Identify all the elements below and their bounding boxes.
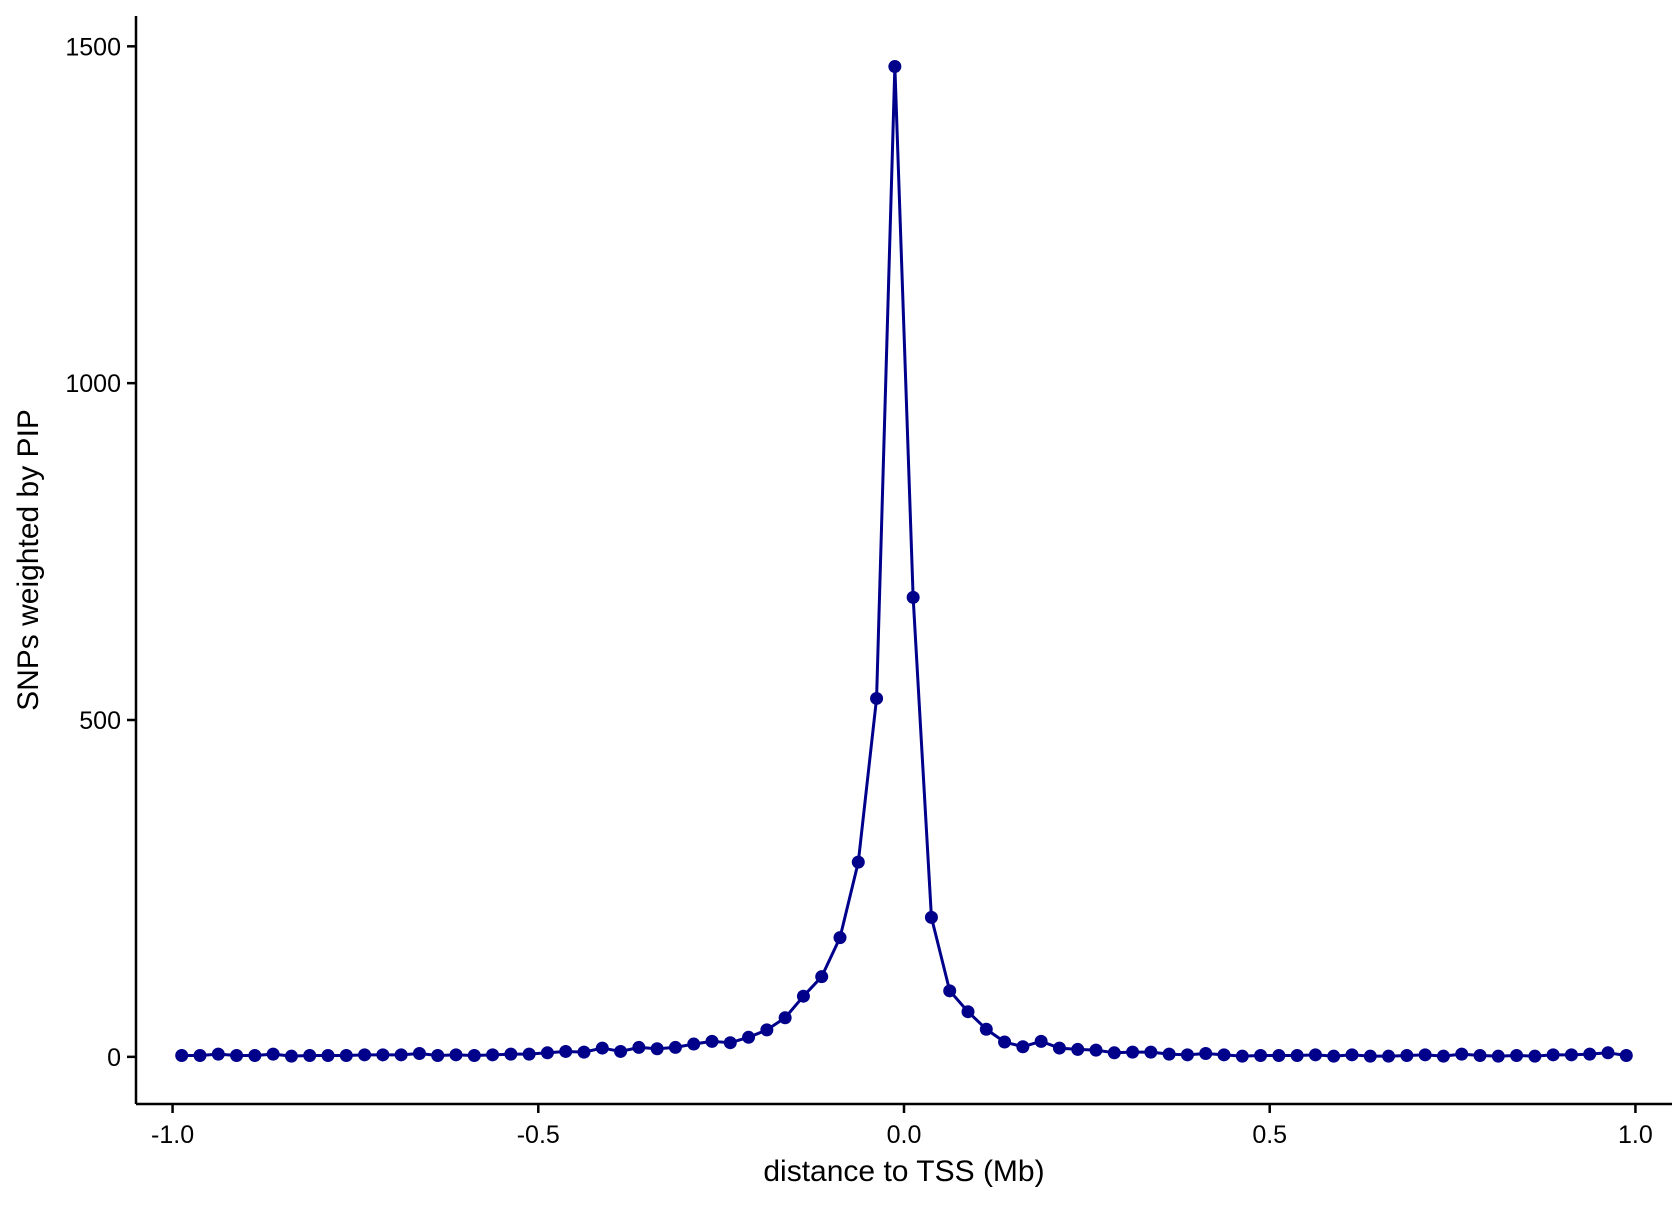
data-point bbox=[1345, 1048, 1359, 1062]
data-point bbox=[796, 989, 810, 1003]
data-point bbox=[1272, 1048, 1286, 1062]
data-point bbox=[650, 1042, 664, 1056]
y-tick-label: 0 bbox=[107, 1044, 121, 1072]
data-point bbox=[1052, 1041, 1066, 1055]
x-tick-label: 1.0 bbox=[1618, 1121, 1653, 1149]
x-tick-label: 0.5 bbox=[1252, 1121, 1287, 1149]
data-point bbox=[504, 1047, 518, 1061]
data-point bbox=[1290, 1048, 1304, 1062]
data-point bbox=[394, 1048, 408, 1062]
data-point bbox=[1144, 1045, 1158, 1059]
data-point bbox=[1034, 1034, 1048, 1048]
data-point bbox=[614, 1044, 628, 1058]
data-point bbox=[742, 1030, 756, 1044]
data-point bbox=[1400, 1048, 1414, 1062]
data-point bbox=[303, 1048, 317, 1062]
data-point bbox=[851, 855, 865, 869]
data-point bbox=[723, 1036, 737, 1050]
data-point bbox=[1217, 1048, 1231, 1062]
data-point bbox=[1528, 1049, 1542, 1063]
data-point bbox=[1162, 1047, 1176, 1061]
data-point bbox=[559, 1044, 573, 1058]
data-point bbox=[486, 1048, 500, 1062]
data-point bbox=[1583, 1047, 1597, 1061]
data-point bbox=[449, 1048, 463, 1062]
data-point bbox=[815, 970, 829, 984]
data-point bbox=[1308, 1048, 1322, 1062]
data-point bbox=[870, 691, 884, 705]
data-point bbox=[998, 1035, 1012, 1049]
data-point bbox=[1254, 1048, 1268, 1062]
data-point bbox=[339, 1048, 353, 1062]
data-point bbox=[1126, 1045, 1140, 1059]
data-point bbox=[522, 1047, 536, 1061]
data-point bbox=[668, 1040, 682, 1054]
data-point bbox=[1564, 1048, 1578, 1062]
data-point bbox=[540, 1046, 554, 1060]
x-tick-label: 0.0 bbox=[887, 1121, 922, 1149]
data-point bbox=[1436, 1049, 1450, 1063]
data-point bbox=[1107, 1046, 1121, 1060]
x-tick-label: -1.0 bbox=[151, 1121, 194, 1149]
data-point bbox=[230, 1048, 244, 1062]
data-point bbox=[1510, 1048, 1524, 1062]
data-point bbox=[211, 1047, 225, 1061]
data-point bbox=[632, 1040, 646, 1054]
data-point bbox=[1619, 1048, 1633, 1062]
data-point bbox=[1601, 1046, 1615, 1060]
data-point bbox=[888, 60, 902, 74]
x-axis-title: distance to TSS (Mb) bbox=[763, 1155, 1044, 1188]
data-point bbox=[1418, 1048, 1432, 1062]
data-point bbox=[1546, 1048, 1560, 1062]
data-point bbox=[1071, 1042, 1085, 1056]
plot-marks bbox=[175, 60, 1633, 1063]
data-point bbox=[1016, 1040, 1030, 1054]
y-axis-title: SNPs weighted by PIP bbox=[12, 409, 45, 711]
data-point bbox=[412, 1046, 426, 1060]
data-point bbox=[778, 1011, 792, 1025]
data-point bbox=[193, 1048, 207, 1062]
x-axis-ticks: -1.0 -0.5 0.0 0.5 1.0 bbox=[151, 1104, 1653, 1149]
data-point bbox=[284, 1049, 298, 1063]
data-point bbox=[577, 1045, 591, 1059]
data-point bbox=[321, 1048, 335, 1062]
data-point bbox=[1473, 1048, 1487, 1062]
data-point bbox=[943, 984, 957, 998]
data-point bbox=[595, 1041, 609, 1055]
y-tick-label: 1000 bbox=[65, 370, 121, 398]
data-point bbox=[979, 1022, 993, 1036]
data-point bbox=[961, 1005, 975, 1019]
data-point bbox=[924, 910, 938, 924]
data-point bbox=[1491, 1049, 1505, 1063]
data-point bbox=[1235, 1049, 1249, 1063]
data-point bbox=[248, 1048, 262, 1062]
data-point bbox=[467, 1048, 481, 1062]
data-point bbox=[175, 1048, 189, 1062]
data-point bbox=[1199, 1046, 1213, 1060]
data-point bbox=[1455, 1047, 1469, 1061]
data-point bbox=[1327, 1049, 1341, 1063]
data-point bbox=[376, 1048, 390, 1062]
data-point bbox=[1363, 1049, 1377, 1063]
data-point bbox=[431, 1048, 445, 1062]
data-point bbox=[760, 1023, 774, 1037]
y-axis-ticks: 0 500 1000 1500 bbox=[65, 33, 136, 1072]
data-point bbox=[266, 1047, 280, 1061]
data-point bbox=[705, 1034, 719, 1048]
series-line bbox=[181, 65, 1627, 1058]
data-point bbox=[906, 590, 920, 604]
x-tick-label: -0.5 bbox=[517, 1121, 560, 1149]
data-point bbox=[833, 931, 847, 945]
data-point bbox=[687, 1037, 701, 1051]
data-point bbox=[1089, 1043, 1103, 1057]
y-tick-label: 1500 bbox=[65, 33, 121, 61]
y-tick-label: 500 bbox=[79, 707, 121, 735]
data-point bbox=[1180, 1048, 1194, 1062]
data-point bbox=[358, 1048, 372, 1062]
data-point bbox=[1382, 1049, 1396, 1063]
